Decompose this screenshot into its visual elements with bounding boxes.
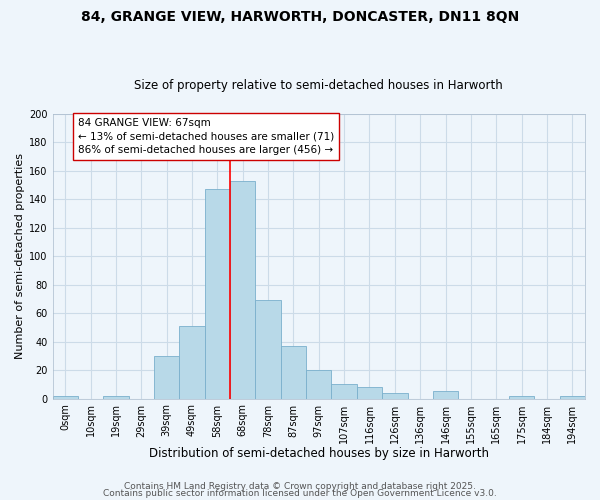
Bar [256, 300, 281, 398]
Text: 84 GRANGE VIEW: 67sqm
← 13% of semi-detached houses are smaller (71)
86% of semi: 84 GRANGE VIEW: 67sqm ← 13% of semi-deta… [78, 118, 334, 154]
Text: Contains HM Land Registry data © Crown copyright and database right 2025.: Contains HM Land Registry data © Crown c… [124, 482, 476, 491]
Text: Contains public sector information licensed under the Open Government Licence v3: Contains public sector information licen… [103, 489, 497, 498]
Bar [433, 392, 458, 398]
Bar [154, 356, 179, 399]
Bar [560, 396, 585, 398]
Y-axis label: Number of semi-detached properties: Number of semi-detached properties [15, 154, 25, 360]
Bar [205, 190, 230, 398]
Bar [357, 387, 382, 398]
Bar [331, 384, 357, 398]
Bar [281, 346, 306, 399]
Bar [382, 393, 407, 398]
Bar [230, 181, 256, 398]
Bar [103, 396, 128, 398]
Text: 84, GRANGE VIEW, HARWORTH, DONCASTER, DN11 8QN: 84, GRANGE VIEW, HARWORTH, DONCASTER, DN… [81, 10, 519, 24]
Bar [53, 396, 78, 398]
Bar [179, 326, 205, 398]
Bar [509, 396, 534, 398]
X-axis label: Distribution of semi-detached houses by size in Harworth: Distribution of semi-detached houses by … [149, 447, 489, 460]
Bar [306, 370, 331, 398]
Title: Size of property relative to semi-detached houses in Harworth: Size of property relative to semi-detach… [134, 79, 503, 92]
